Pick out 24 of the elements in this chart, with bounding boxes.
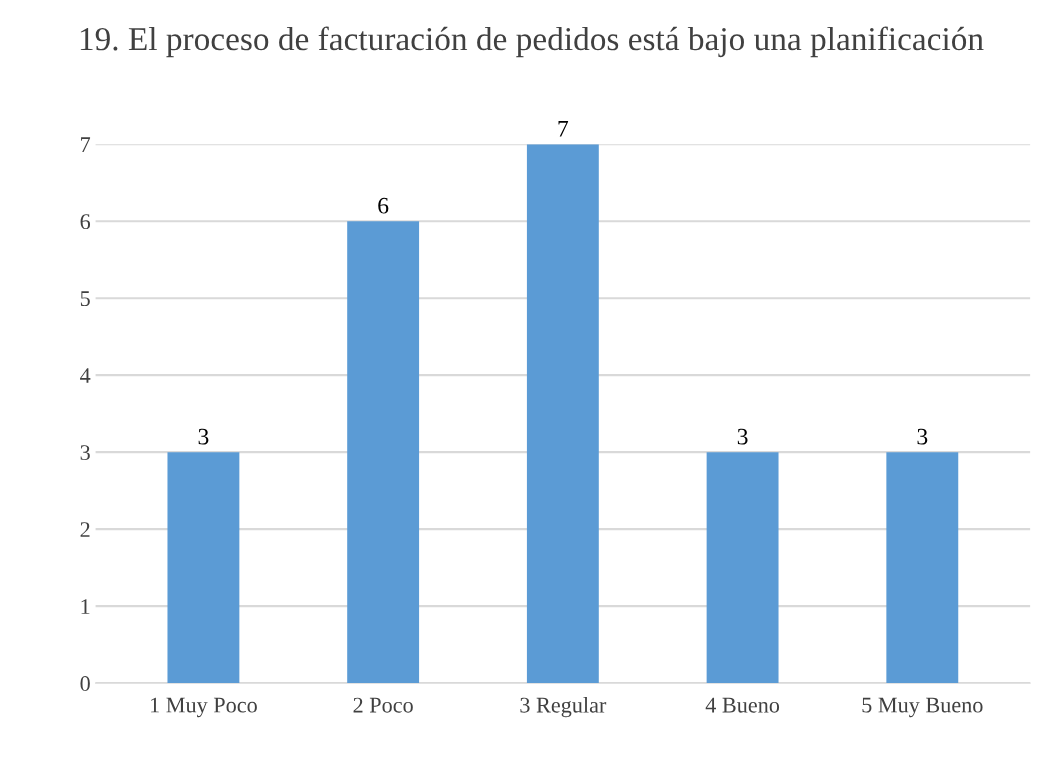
bar (706, 452, 779, 684)
bar (526, 144, 599, 684)
data-label: 3 (198, 428, 209, 445)
x-tick-label: 3 Regular (520, 696, 607, 718)
y-tick-label: 3 (80, 445, 90, 461)
chart-title: 19. El proceso de facturación de pedidos está bajo una planificación (80, 26, 984, 58)
x-tick-label: 2 Poco (353, 697, 413, 713)
data-label: 3 (917, 428, 928, 445)
y-tick-label: 6 (80, 214, 91, 230)
x-tick-label: 1 Muy Poco (151, 697, 257, 718)
y-tick-label: 5 (80, 291, 90, 307)
x-tick-label: 5 Muy Bueno (862, 697, 983, 718)
x-tick-label: 4 Bueno (705, 697, 780, 713)
bar (347, 221, 420, 684)
data-label: 6 (378, 197, 389, 214)
bar (167, 452, 240, 684)
y-tick-label: 7 (81, 137, 91, 152)
data-label: 3 (737, 428, 748, 445)
y-tick-label: 2 (80, 522, 90, 537)
y-tick-label: 4 (80, 368, 91, 383)
bar (886, 452, 959, 684)
data-label: 7 (558, 120, 569, 137)
y-tick-label: 0 (80, 676, 90, 692)
y-tick-label: 1 (81, 599, 90, 614)
